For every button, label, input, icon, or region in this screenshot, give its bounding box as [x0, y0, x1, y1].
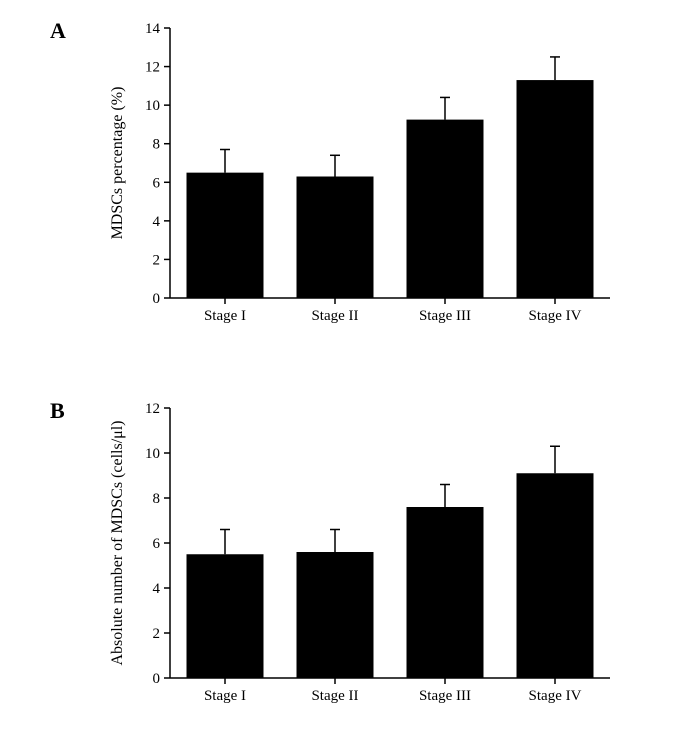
panel-label-b: B: [50, 398, 65, 424]
ytick-label: 6: [153, 536, 161, 552]
ytick-label: 8: [153, 491, 161, 507]
ytick-label: 6: [153, 175, 161, 191]
ytick-label: 2: [153, 626, 161, 642]
category-label: Stage I: [204, 688, 246, 704]
figure: A B 0 2 4 6 8 10 12 14 Stage I Stage II Stage III S…: [0, 0, 688, 749]
bar: [187, 554, 264, 678]
ytick-label: 0: [153, 291, 161, 307]
ytick-label: 10: [145, 446, 160, 462]
category-label: Stage II: [311, 308, 358, 324]
y-axis-label: Absolute number of MDSCs (cells/μl): [109, 421, 126, 666]
chart-a: 0 2 4 6 8 10 12 14 Stage I Stage II Stage III Stage…: [100, 18, 620, 348]
ytick-label: 4: [153, 214, 161, 230]
ytick-label: 14: [145, 21, 161, 37]
ytick-label: 0: [153, 671, 161, 687]
category-label: Stage III: [419, 688, 471, 704]
bar: [297, 177, 374, 299]
category-label: Stage I: [204, 308, 246, 324]
bar: [407, 507, 484, 678]
category-label: Stage III: [419, 308, 471, 324]
panel-label-a: A: [50, 18, 66, 44]
ytick-label: 12: [145, 60, 160, 76]
bar: [407, 120, 484, 298]
bar: [517, 80, 594, 298]
bar: [187, 173, 264, 298]
category-label: Stage II: [311, 688, 358, 704]
ytick-label: 12: [145, 401, 160, 417]
ytick-label: 2: [153, 252, 161, 268]
category-label: Stage IV: [529, 308, 582, 324]
category-label: Stage IV: [529, 688, 582, 704]
chart-a-svg: 0 2 4 6 8 10 12 14 Stage I Stage II Stage III Stage…: [100, 18, 620, 348]
bar: [297, 552, 374, 678]
chart-b: 0 2 4 6 8 10 12 Stage I Stage II Stage III Stage I…: [100, 398, 620, 728]
ytick-label: 4: [153, 581, 161, 597]
ytick-label: 10: [145, 98, 160, 114]
chart-b-svg: 0 2 4 6 8 10 12 Stage I Stage II Stage III Stage I…: [100, 398, 620, 728]
y-axis-label: MDSCs percentage (%): [109, 87, 126, 240]
ytick-label: 8: [153, 137, 161, 153]
bar: [517, 473, 594, 678]
